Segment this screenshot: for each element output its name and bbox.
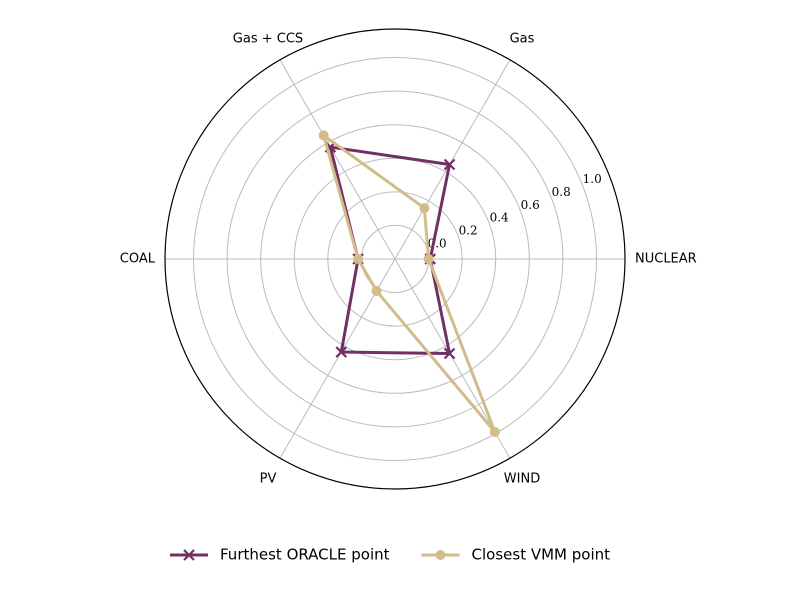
category-label: Gas bbox=[510, 32, 535, 47]
marker bbox=[371, 285, 382, 296]
legend-label: Closest VMM point bbox=[472, 546, 611, 564]
marker bbox=[423, 254, 434, 264]
category-label: Gas + CCS bbox=[233, 32, 303, 47]
spoke bbox=[394, 59, 511, 260]
marker bbox=[335, 346, 348, 358]
category-label: PV bbox=[260, 471, 277, 486]
outer-frame bbox=[164, 28, 626, 490]
radial-tick-label: 0.0 bbox=[428, 236, 447, 250]
category-label: WIND bbox=[504, 471, 540, 486]
marker bbox=[489, 427, 500, 438]
category-label: COAL bbox=[120, 252, 156, 267]
radial-tick-label: 0.2 bbox=[459, 224, 478, 238]
legend-marker bbox=[435, 550, 446, 560]
marker bbox=[318, 130, 329, 141]
radial-tick-label: 0.8 bbox=[552, 185, 571, 199]
marker bbox=[353, 254, 364, 264]
legend-label: Furthest ORACLE point bbox=[220, 546, 390, 564]
radial-tick-label: 1.0 bbox=[583, 172, 602, 186]
marker bbox=[443, 347, 456, 360]
marker bbox=[419, 203, 430, 214]
marker bbox=[443, 158, 456, 171]
spoke bbox=[279, 59, 396, 260]
radial-tick-label: 0.6 bbox=[521, 198, 540, 212]
category-label: NUCLEAR bbox=[635, 252, 697, 267]
radial-tick-label: 0.4 bbox=[490, 211, 509, 225]
legend-marker bbox=[183, 549, 195, 561]
